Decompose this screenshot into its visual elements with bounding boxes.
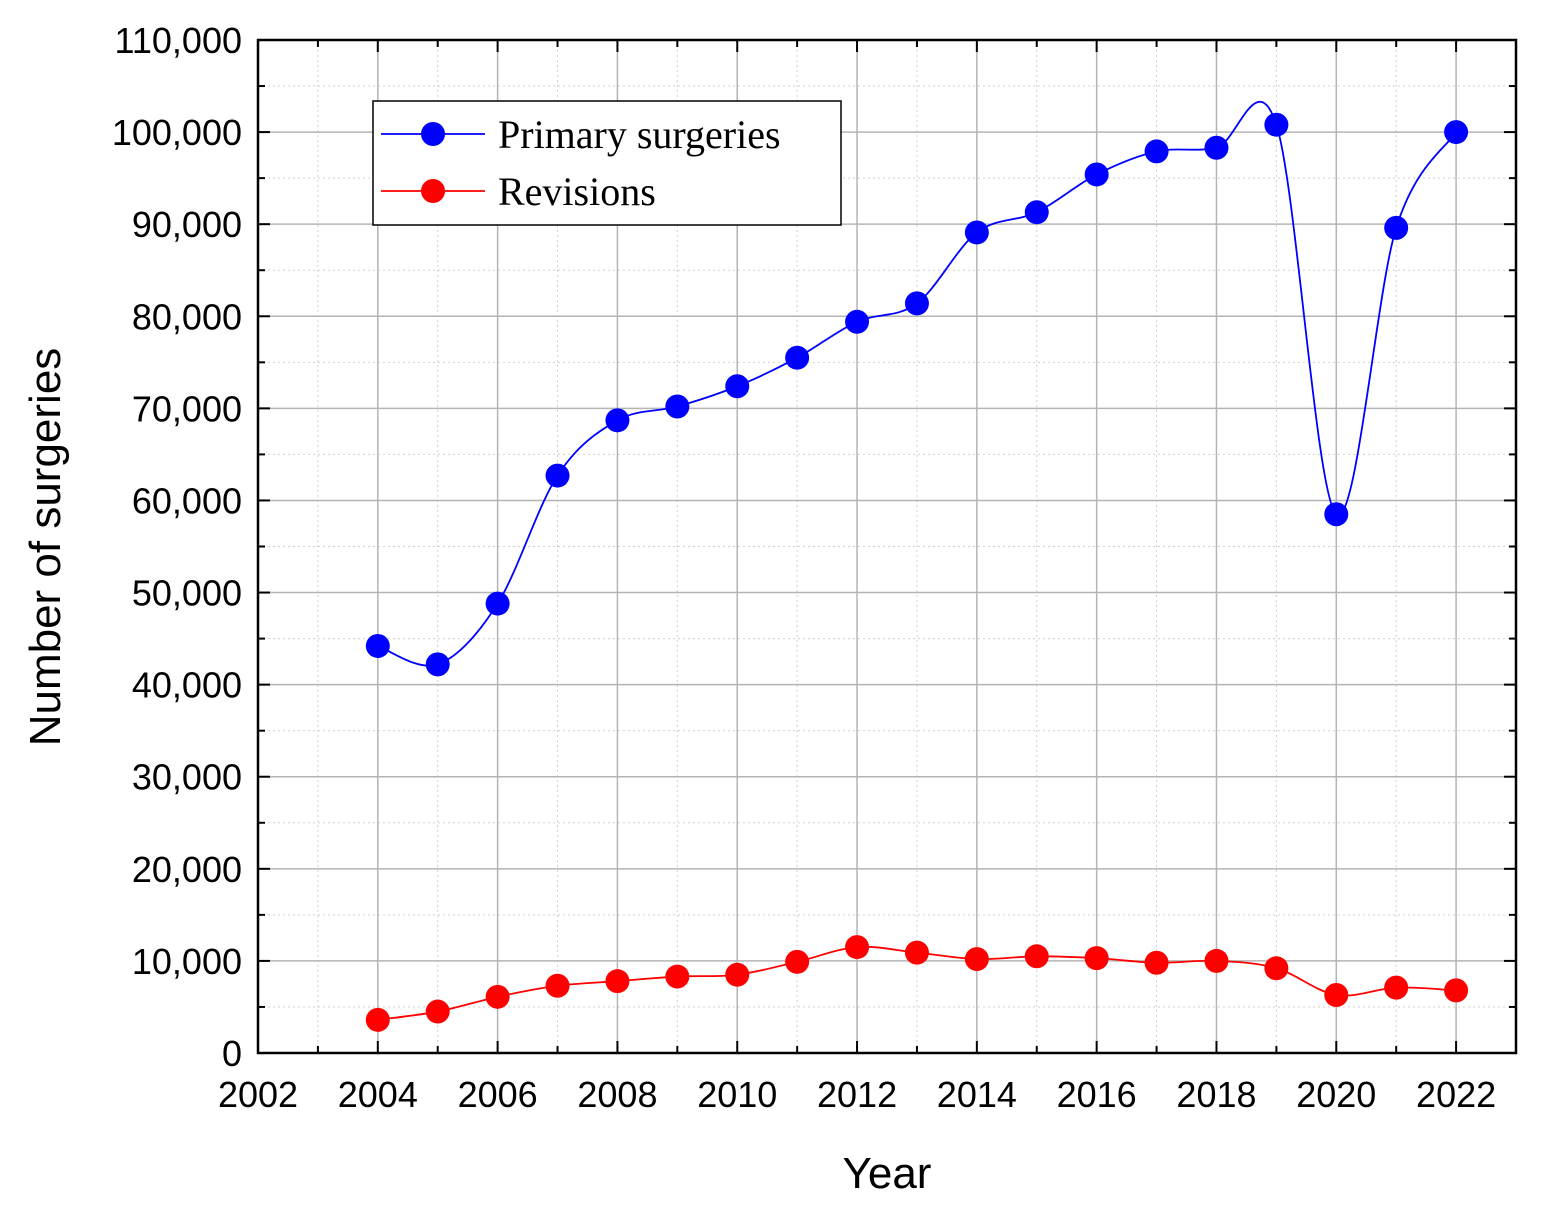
data-point-primary-surgeries-2010 xyxy=(725,374,750,399)
grid xyxy=(258,40,1516,1053)
data-point-revisions-2010 xyxy=(725,962,750,987)
data-point-revisions-2019 xyxy=(1264,956,1289,981)
y-tick-label: 50,000 xyxy=(132,573,242,614)
data-point-revisions-2004 xyxy=(365,1007,390,1032)
x-tick-label: 2004 xyxy=(338,1074,418,1115)
legend-marker-revisions xyxy=(421,179,445,203)
data-point-revisions-2008 xyxy=(605,969,630,994)
data-point-primary-surgeries-2013 xyxy=(904,291,929,316)
data-point-revisions-2021 xyxy=(1384,975,1409,1000)
x-tick-label: 2016 xyxy=(1057,1074,1137,1115)
data-point-revisions-2011 xyxy=(785,949,810,974)
y-tick-label: 30,000 xyxy=(132,757,242,798)
x-tick-label: 2010 xyxy=(697,1074,777,1115)
series-primary-surgeries xyxy=(365,101,1469,677)
y-tick-label: 60,000 xyxy=(132,480,242,521)
data-point-revisions-2020 xyxy=(1324,982,1349,1007)
data-point-primary-surgeries-2016 xyxy=(1084,162,1109,187)
data-point-primary-surgeries-2006 xyxy=(485,591,510,616)
x-tick-label: 2008 xyxy=(577,1074,657,1115)
x-tick-label: 2002 xyxy=(218,1074,298,1115)
y-tick-label: 80,000 xyxy=(132,296,242,337)
x-axis-title: Year xyxy=(843,1149,932,1198)
data-point-revisions-2012 xyxy=(845,935,870,960)
legend-box xyxy=(372,100,842,226)
data-point-revisions-2009 xyxy=(665,964,690,989)
y-tick-label: 110,000 xyxy=(115,20,242,61)
y-tick-label: 70,000 xyxy=(132,388,242,429)
data-point-revisions-2018 xyxy=(1204,948,1229,973)
data-point-primary-surgeries-2022 xyxy=(1444,120,1469,145)
data-point-revisions-2007 xyxy=(545,973,570,998)
series-revisions xyxy=(365,935,1469,1032)
x-tick-label: 2012 xyxy=(817,1074,897,1115)
y-tick-label: 10,000 xyxy=(132,941,242,982)
data-point-revisions-2017 xyxy=(1144,950,1169,975)
legend: Primary surgeries Revisions xyxy=(372,100,842,226)
y-tick-label: 40,000 xyxy=(132,665,242,706)
y-tick-label: 20,000 xyxy=(132,849,242,890)
data-point-primary-surgeries-2012 xyxy=(845,309,870,334)
data-point-revisions-2014 xyxy=(964,947,989,972)
data-point-revisions-2006 xyxy=(485,984,510,1009)
y-tick-label: 90,000 xyxy=(132,204,242,245)
data-point-revisions-2013 xyxy=(904,940,929,965)
data-point-primary-surgeries-2015 xyxy=(1024,200,1049,225)
series-layer xyxy=(365,101,1469,1032)
x-tick-label: 2006 xyxy=(458,1074,538,1115)
data-point-primary-surgeries-2021 xyxy=(1384,215,1409,240)
data-point-primary-surgeries-2020 xyxy=(1324,502,1349,527)
legend-marker-primary-surgeries xyxy=(421,122,445,146)
data-point-primary-surgeries-2011 xyxy=(785,345,810,370)
data-point-primary-surgeries-2017 xyxy=(1144,139,1169,164)
data-point-revisions-2016 xyxy=(1084,946,1109,971)
data-point-primary-surgeries-2019 xyxy=(1264,112,1289,137)
data-point-primary-surgeries-2008 xyxy=(605,408,630,433)
x-tick-label: 2018 xyxy=(1176,1074,1256,1115)
data-point-primary-surgeries-2007 xyxy=(545,463,570,488)
y-tick-label: 0 xyxy=(222,1033,242,1074)
y-axis-title: Number of surgeries xyxy=(21,348,70,747)
data-point-primary-surgeries-2009 xyxy=(665,394,690,419)
axes: 2002 2004 2006 2008 2010 2012 2014 2016 2018 2020… xyxy=(112,20,1518,1115)
y-tick-label: 100,000 xyxy=(112,112,242,153)
data-point-revisions-2005 xyxy=(425,999,450,1024)
x-tick-label: 2014 xyxy=(937,1074,1017,1115)
data-point-primary-surgeries-2005 xyxy=(425,652,450,677)
data-point-primary-surgeries-2018 xyxy=(1204,135,1229,160)
x-tick-label: 2020 xyxy=(1296,1074,1376,1115)
x-tick-label: 2022 xyxy=(1416,1074,1496,1115)
data-point-primary-surgeries-2014 xyxy=(964,220,989,245)
legend-label-revisions: Revisions xyxy=(498,169,656,214)
legend-label-primary-surgeries: Primary surgeries xyxy=(498,112,781,157)
data-point-revisions-2022 xyxy=(1444,978,1469,1003)
data-point-revisions-2015 xyxy=(1024,944,1049,969)
data-point-primary-surgeries-2004 xyxy=(365,633,390,658)
